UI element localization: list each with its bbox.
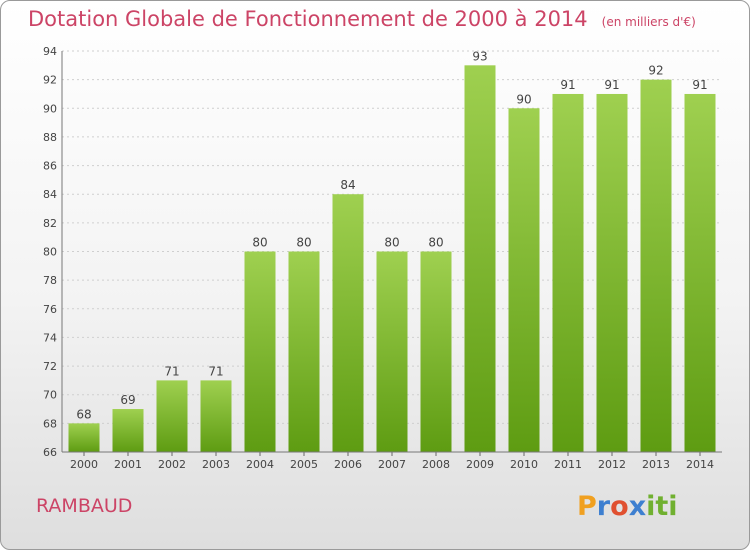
bar: [464, 65, 496, 453]
x-tick-label: 2013: [642, 458, 670, 471]
bar-value-label: 68: [76, 407, 91, 421]
proxiti-logo: Proxiti: [577, 491, 678, 522]
bar-value-label: 80: [296, 236, 311, 250]
x-tick-label: 2002: [158, 458, 186, 471]
logo-letter: x: [628, 491, 647, 522]
y-tick-label: 78: [43, 274, 57, 287]
x-tick-label: 2005: [290, 458, 318, 471]
bar: [68, 423, 100, 452]
x-tick-label: 2014: [686, 458, 714, 471]
logo-letter: P: [577, 491, 597, 522]
x-tick-label: 2004: [246, 458, 274, 471]
bar-value-label: 80: [384, 236, 399, 250]
x-tick-label: 2011: [554, 458, 582, 471]
y-tick-label: 94: [43, 45, 57, 58]
x-tick-label: 2003: [202, 458, 230, 471]
commune-name: RAMBAUD: [36, 495, 133, 517]
y-tick-label: 72: [43, 360, 57, 373]
y-tick-label: 86: [43, 160, 57, 173]
logo-letter: r: [596, 491, 611, 522]
x-tick-label: 2001: [114, 458, 142, 471]
bar: [288, 251, 320, 452]
bar: [156, 380, 188, 452]
bar-value-label: 71: [164, 364, 179, 378]
bar-value-label: 80: [428, 236, 443, 250]
y-tick-label: 74: [43, 331, 57, 344]
y-tick-label: 66: [43, 446, 57, 459]
y-tick-label: 80: [43, 246, 57, 259]
bar: [376, 251, 408, 452]
y-tick-label: 92: [43, 74, 57, 87]
logo-letter: iti: [646, 491, 678, 522]
bar-value-label: 84: [340, 178, 355, 192]
bar: [508, 108, 540, 453]
bar-value-label: 93: [472, 49, 487, 63]
chart-subtitle: (en milliers d'€): [601, 15, 696, 29]
title-row: Dotation Globale de Fonctionnement de 20…: [28, 7, 696, 31]
x-tick-label: 2010: [510, 458, 538, 471]
bar: [244, 251, 276, 452]
logo-letter: o: [610, 491, 629, 522]
y-tick-label: 70: [43, 389, 57, 402]
bar-value-label: 91: [604, 78, 619, 92]
bar-value-label: 90: [516, 92, 531, 106]
bar-value-label: 91: [560, 78, 575, 92]
bar: [332, 194, 364, 452]
y-tick-label: 76: [43, 303, 57, 316]
x-tick-label: 2009: [466, 458, 494, 471]
bar: [552, 93, 584, 452]
bar: [200, 380, 232, 452]
x-tick-label: 2012: [598, 458, 626, 471]
bar-value-label: 91: [692, 78, 707, 92]
bar-value-label: 69: [120, 393, 135, 407]
y-tick-label: 82: [43, 217, 57, 230]
y-tick-label: 68: [43, 417, 57, 430]
bar-value-label: 92: [648, 64, 663, 78]
bar: [112, 409, 144, 452]
y-tick-label: 88: [43, 131, 57, 144]
bar: [596, 93, 628, 452]
bar: [684, 93, 716, 452]
y-tick-label: 90: [43, 102, 57, 115]
y-tick-label: 84: [43, 188, 57, 201]
x-tick-label: 2006: [334, 458, 362, 471]
bar: [640, 79, 672, 453]
bar-value-label: 71: [208, 364, 223, 378]
x-tick-label: 2000: [70, 458, 98, 471]
bar: [420, 251, 452, 452]
bar-value-label: 80: [252, 236, 267, 250]
x-tick-label: 2007: [378, 458, 406, 471]
chart-title: Dotation Globale de Fonctionnement de 20…: [28, 7, 588, 31]
x-tick-label: 2008: [422, 458, 450, 471]
